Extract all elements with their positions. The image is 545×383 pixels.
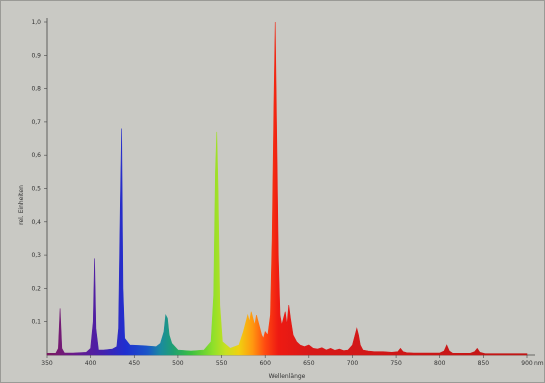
x-tick-label: 550 <box>216 360 228 367</box>
y-tick-label: 0,9 <box>31 52 41 59</box>
x-axis-title: Wellenlänge <box>269 373 306 380</box>
x-tick-label: 800 <box>434 360 446 367</box>
y-tick-label: 0,5 <box>31 186 41 193</box>
y-tick-label: 0,3 <box>31 252 41 259</box>
x-tick-label: 900 <box>521 360 533 367</box>
y-tick-label: 0,6 <box>31 152 41 159</box>
y-tick-label: 0,8 <box>31 86 41 93</box>
x-tick-label: 850 <box>478 360 490 367</box>
x-tick-label: 600 <box>259 360 271 367</box>
x-unit-label: nm <box>534 360 544 367</box>
y-tick-label: 1,0 <box>31 19 41 26</box>
x-tick-label: 400 <box>85 360 97 367</box>
x-ticks: 350 400 450 500 550 600 650 700 750 800 850 900 nm <box>41 355 544 367</box>
x-tick-label: 700 <box>347 360 359 367</box>
y-ticks: 0,1 0,2 0,3 0,4 0,5 0,6 0,7 0,8 0,9 1,0 <box>31 19 47 326</box>
y-tick-label: 0,4 <box>31 219 41 226</box>
y-tick-label: 0,7 <box>31 119 41 126</box>
y-tick-label: 0,2 <box>31 285 41 292</box>
y-axis-title: rel. Einheiten <box>18 185 25 225</box>
x-tick-label: 450 <box>129 360 141 367</box>
y-tick-label: 0,1 <box>31 319 41 326</box>
x-tick-label: 650 <box>303 360 315 367</box>
x-tick-label: 500 <box>172 360 184 367</box>
spectrum-area <box>46 21 528 356</box>
x-tick-label: 350 <box>41 360 53 367</box>
x-tick-label: 750 <box>390 360 402 367</box>
spectrum-layer <box>46 21 528 356</box>
